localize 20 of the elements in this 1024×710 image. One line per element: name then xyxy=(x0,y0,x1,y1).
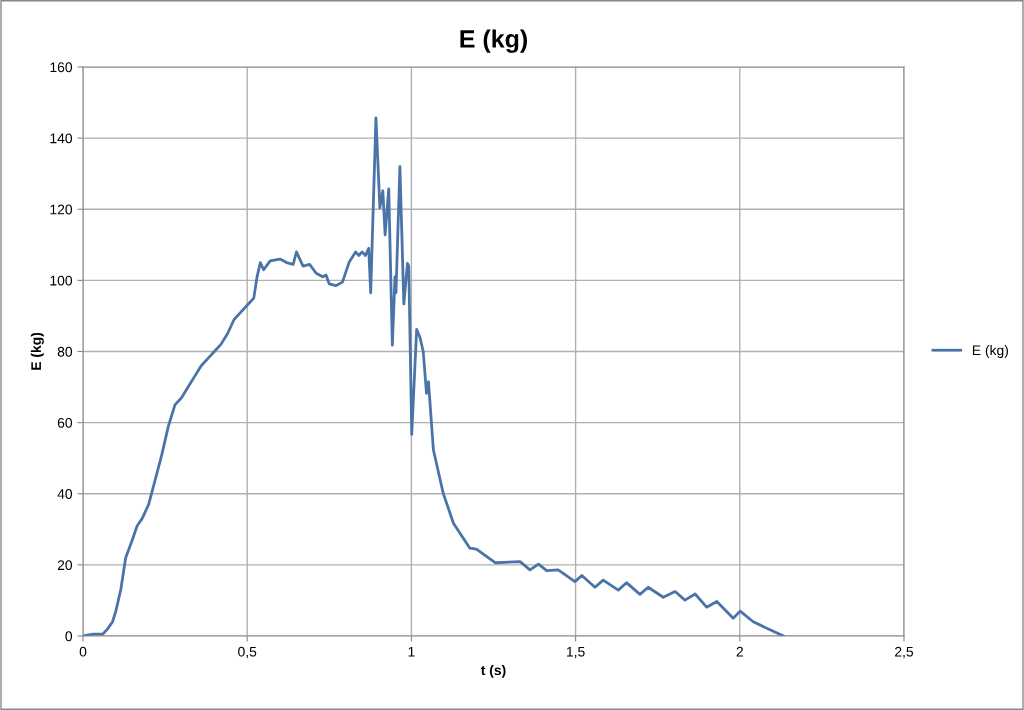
y-axis-title: E (kg) xyxy=(30,332,44,370)
line-series xyxy=(83,116,785,636)
x-tick-label: 0 xyxy=(79,646,87,657)
y-tick-label: 0 xyxy=(65,631,73,642)
x-tick-label: 1 xyxy=(408,646,415,657)
chart-title: E (kg) xyxy=(460,29,527,53)
y-tick-label: 60 xyxy=(57,417,73,428)
y-tick-label: 80 xyxy=(57,346,73,357)
y-tick-label: 120 xyxy=(50,204,73,215)
x-tick-label: 0,5 xyxy=(238,646,257,659)
y-tick-label: 40 xyxy=(57,489,73,499)
y-tick-label: 160 xyxy=(50,62,73,73)
x-tick-label: 2,5 xyxy=(895,646,914,659)
y-tick-label: 140 xyxy=(50,133,73,144)
y-tick-label: 20 xyxy=(57,560,73,571)
x-tick-label: 1,5 xyxy=(567,646,585,659)
x-tick-label: 2 xyxy=(736,646,743,657)
y-tick-label: 100 xyxy=(50,275,73,286)
x-axis-title: t (s) xyxy=(480,664,506,678)
legend-label: E (kg) xyxy=(972,345,1008,358)
